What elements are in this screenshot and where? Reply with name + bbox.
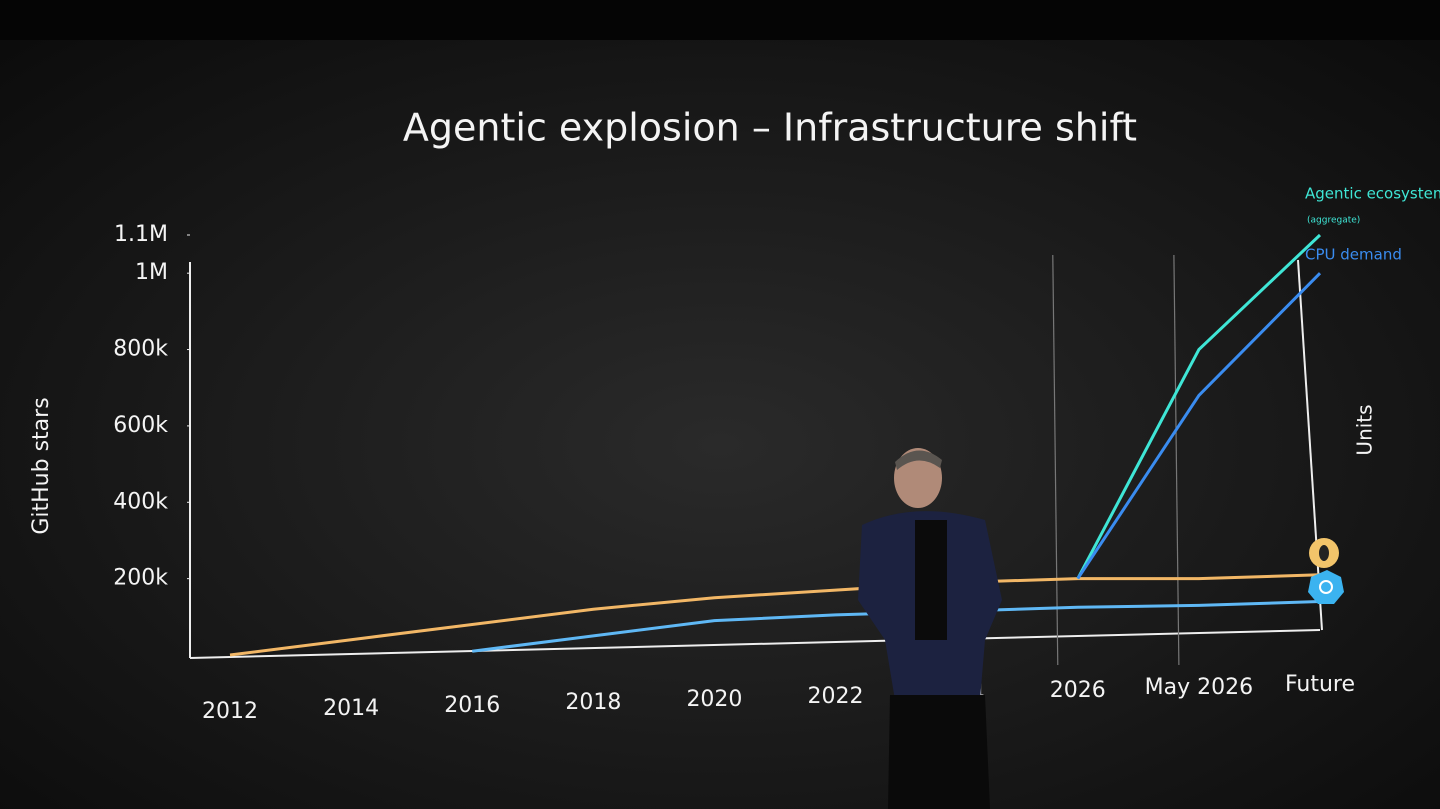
y-tick-label: 1M: [135, 260, 168, 285]
y-tick-label: 1.1M: [114, 222, 168, 247]
x-tick-label: May 2026: [1145, 675, 1253, 700]
separator: [1173, 254, 1180, 666]
series-line: [229, 573, 1321, 657]
series-line: [1076, 233, 1322, 580]
y-tick-label: 400k: [113, 489, 168, 514]
x-tick-label: 2014: [323, 696, 379, 721]
x-tick-label: 2026: [1050, 678, 1106, 703]
x-tick-label: Future: [1285, 672, 1355, 697]
legend-label: Agentic ecosystem: [1305, 185, 1440, 203]
y2-axis: [1297, 259, 1323, 631]
y-axis-label: GitHub stars: [29, 397, 54, 534]
legend-note: (aggregate): [1307, 216, 1360, 226]
separator: [1052, 254, 1059, 666]
x-tick-label: 2020: [686, 687, 742, 712]
chart-title: Agentic explosion – Infrastructure shift: [403, 106, 1137, 150]
plot-area: 200k 400k 600k 800k 1M 1.1M 2012 2014 2016 2018 20…: [113, 185, 1440, 725]
legend-label: CPU demand: [1305, 246, 1402, 264]
linux-icon-mark: [1319, 545, 1329, 561]
x-tick-label: 2022: [808, 684, 864, 709]
x-tick-label: 2016: [444, 693, 500, 718]
series-line: [1076, 272, 1322, 580]
ceiling: [0, 0, 1440, 40]
y-tick-label: 600k: [113, 413, 168, 438]
presenter: [858, 448, 1002, 809]
kubernetes-icon: [1308, 570, 1344, 604]
x-axis: [189, 629, 1321, 659]
y-tick-label: 200k: [113, 566, 168, 591]
y-tick-label: 800k: [113, 337, 168, 362]
x-tick-label: 2018: [565, 690, 621, 715]
kubernetes-icon-mark: [1319, 580, 1333, 594]
y2-axis-label: Units: [1353, 404, 1377, 455]
x-tick-label: 2012: [202, 699, 258, 724]
